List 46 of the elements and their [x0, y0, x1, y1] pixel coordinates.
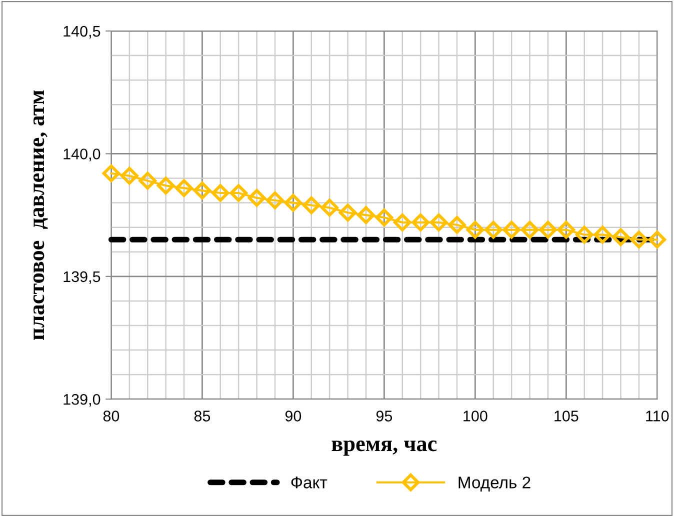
y-tick-label: 140,0 — [64, 148, 100, 162]
x-tick-label: 85 — [194, 410, 210, 422]
point — [502, 220, 520, 239]
y-axis-title: пластовое давление, атм — [33, 90, 48, 340]
point — [612, 228, 630, 246]
point — [539, 220, 557, 239]
x-tick-label: 100 — [464, 410, 488, 422]
point — [248, 189, 266, 207]
x-axis-title: время, час — [332, 440, 437, 456]
point — [120, 166, 138, 185]
point — [102, 164, 120, 182]
y-tick-label: 139,5 — [64, 271, 100, 284]
point — [320, 198, 338, 217]
point — [357, 206, 375, 224]
y-tick-label: 140,5 — [64, 26, 100, 39]
point — [466, 220, 484, 239]
point — [175, 179, 193, 197]
x-tick-label: 105 — [554, 410, 578, 422]
point — [375, 208, 394, 226]
point — [138, 172, 156, 190]
point — [302, 196, 320, 214]
point — [338, 204, 357, 222]
point — [430, 214, 448, 232]
legend-label: Модель 2 — [458, 476, 530, 492]
x-tick-label: 90 — [285, 410, 302, 422]
point — [212, 184, 230, 202]
point — [484, 220, 502, 239]
point — [193, 182, 212, 200]
point — [575, 226, 594, 244]
point — [630, 230, 648, 249]
x-tick-label: 110 — [646, 410, 669, 422]
point — [266, 191, 284, 210]
x-tick-label: 95 — [376, 410, 392, 422]
point — [557, 220, 576, 239]
point — [156, 176, 175, 195]
point — [230, 184, 248, 202]
point — [594, 226, 612, 244]
point — [648, 230, 666, 249]
x-tick-label: 80 — [103, 410, 120, 422]
point — [520, 220, 539, 239]
point — [284, 194, 302, 212]
point — [393, 214, 412, 232]
point — [448, 216, 466, 234]
y-tick-label: 139,0 — [64, 394, 100, 407]
legend-label: Факт — [291, 476, 328, 488]
point — [412, 214, 430, 232]
